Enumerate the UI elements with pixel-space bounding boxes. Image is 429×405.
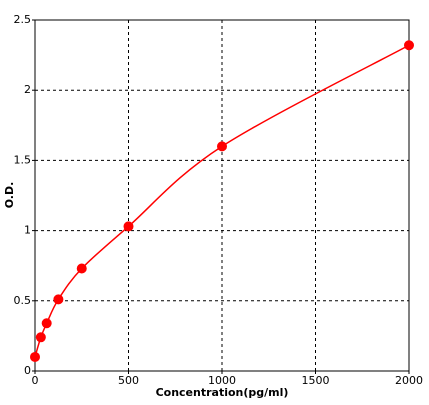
data-point [53,294,64,305]
data-point [76,263,87,274]
y-tick-label: 0 [24,364,31,377]
data-point [41,318,52,329]
y-tick-label: 2 [24,83,31,96]
y-axis-label: O.D. [3,182,16,209]
x-axis-label: Concentration(pg/ml) [156,386,289,399]
data-point [123,221,134,232]
y-tick-label: 1.5 [14,153,32,166]
data-point [217,141,227,152]
y-tick-label: 0.5 [14,294,32,307]
y-tick-label: 1 [24,224,31,237]
x-tick-label: 500 [118,374,139,387]
x-tick-label: 1500 [302,374,330,387]
x-tick-label: 0 [32,374,39,387]
y-tick-label: 2.5 [14,13,32,26]
data-point [35,332,46,343]
x-tick-label: 1000 [208,374,236,387]
data-point [404,40,414,51]
x-tick-label: 2000 [395,374,423,387]
data-point [30,351,40,362]
